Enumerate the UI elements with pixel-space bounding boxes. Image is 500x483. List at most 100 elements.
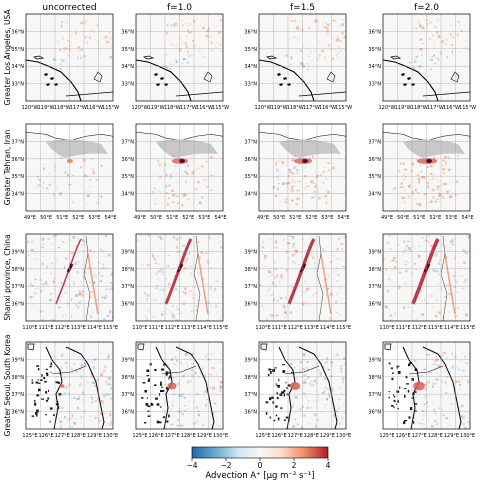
field-pixel [68, 44, 72, 48]
field-pixel [171, 24, 173, 27]
field-pixel [64, 415, 66, 419]
field-pixel [61, 38, 64, 40]
field-pixel [37, 368, 40, 371]
field-pixel [177, 202, 181, 204]
field-pixel [278, 183, 280, 185]
field-pixel [291, 172, 294, 175]
field-pixel [405, 193, 407, 195]
field-pixel [433, 301, 435, 303]
panel-content [383, 124, 470, 211]
field-pixel [156, 420, 160, 424]
field-pixel [30, 308, 32, 311]
panel-frame [258, 341, 347, 430]
field-pixel [464, 300, 467, 302]
field-pixel [421, 410, 425, 412]
field-pixel [53, 257, 56, 260]
field-pixel [69, 422, 72, 425]
panel-content [383, 342, 470, 429]
field-pixel [294, 262, 297, 265]
field-pixel [147, 284, 149, 287]
field-pixel [433, 40, 436, 43]
lon-tick-label: 115°E [460, 325, 475, 331]
field-pixel [281, 163, 285, 166]
field-pixel [390, 281, 394, 283]
field-pixel [186, 408, 188, 410]
field-pixel [324, 278, 328, 281]
field-pixel [98, 271, 100, 275]
field-pixel [71, 315, 73, 318]
field-pixel [434, 359, 437, 362]
field-pixel [263, 258, 266, 260]
field-pixel [60, 24, 63, 28]
field-pixel [104, 234, 107, 237]
field-pixel [419, 289, 422, 293]
field-pixel [285, 416, 289, 419]
field-pixel [402, 240, 406, 243]
field-pixel [171, 314, 175, 318]
field-pixel [107, 353, 110, 357]
field-pixel [303, 381, 307, 384]
field-pixel [434, 419, 437, 423]
field-pixel [218, 31, 221, 34]
field-pixel [280, 274, 283, 277]
field-pixel [465, 353, 467, 356]
field-pixel [209, 374, 212, 376]
field-pixel [75, 261, 77, 265]
field-pixel [218, 352, 221, 354]
field-pixel [75, 28, 78, 31]
lon-tick-label: 117°W [180, 105, 197, 111]
field-pixel [184, 42, 187, 45]
field-pixel [310, 180, 314, 183]
field-pixel [331, 166, 335, 170]
field-pixel [147, 410, 150, 412]
lon-tick-label: 114°E [444, 325, 459, 331]
field-pixel [309, 422, 311, 426]
field-pixel [313, 261, 315, 265]
field-pixel [426, 166, 430, 169]
field-pixel [292, 425, 295, 428]
field-pixel [172, 201, 175, 203]
field-pixel [185, 173, 189, 175]
field-pixel [219, 50, 222, 53]
field-pixel [320, 411, 323, 413]
field-pixel [316, 174, 320, 177]
field-pixel [451, 239, 453, 242]
field-pixel [145, 299, 149, 302]
field-pixel [388, 396, 390, 399]
lon-tick-label: 111°E [396, 325, 411, 331]
field-pixel [105, 380, 107, 383]
field-pixel [286, 386, 288, 390]
field-pixel [72, 174, 75, 176]
lat-tick-label: 36°N [11, 302, 24, 308]
emission-band [320, 253, 332, 315]
field-pixel [339, 23, 342, 27]
panel-content [259, 342, 346, 429]
field-pixel [409, 249, 412, 252]
panel-frame [258, 233, 347, 322]
field-pixel [408, 289, 410, 291]
field-pixel [268, 397, 272, 401]
field-pixel [48, 183, 52, 186]
field-pixel [440, 359, 443, 361]
field-pixel [269, 271, 272, 274]
field-pixel [105, 288, 108, 291]
field-pixel [393, 257, 396, 260]
field-pixel [312, 294, 314, 297]
field-pixel [306, 368, 310, 371]
field-pixel [422, 175, 426, 179]
field-pixel [310, 251, 312, 253]
field-pixel [453, 286, 457, 289]
field-pixel [444, 295, 448, 298]
field-pixel [45, 413, 47, 416]
field-pixel [179, 362, 182, 364]
field-pixel [311, 256, 315, 259]
field-pixel [99, 248, 102, 251]
field-pixel [274, 246, 278, 249]
field-pixel [205, 295, 208, 299]
field-pixel [434, 200, 437, 203]
field-pixel [456, 33, 459, 36]
field-pixel [193, 286, 196, 288]
field-pixel [214, 287, 217, 291]
field-pixel [454, 257, 456, 260]
field-pixel [326, 397, 328, 401]
